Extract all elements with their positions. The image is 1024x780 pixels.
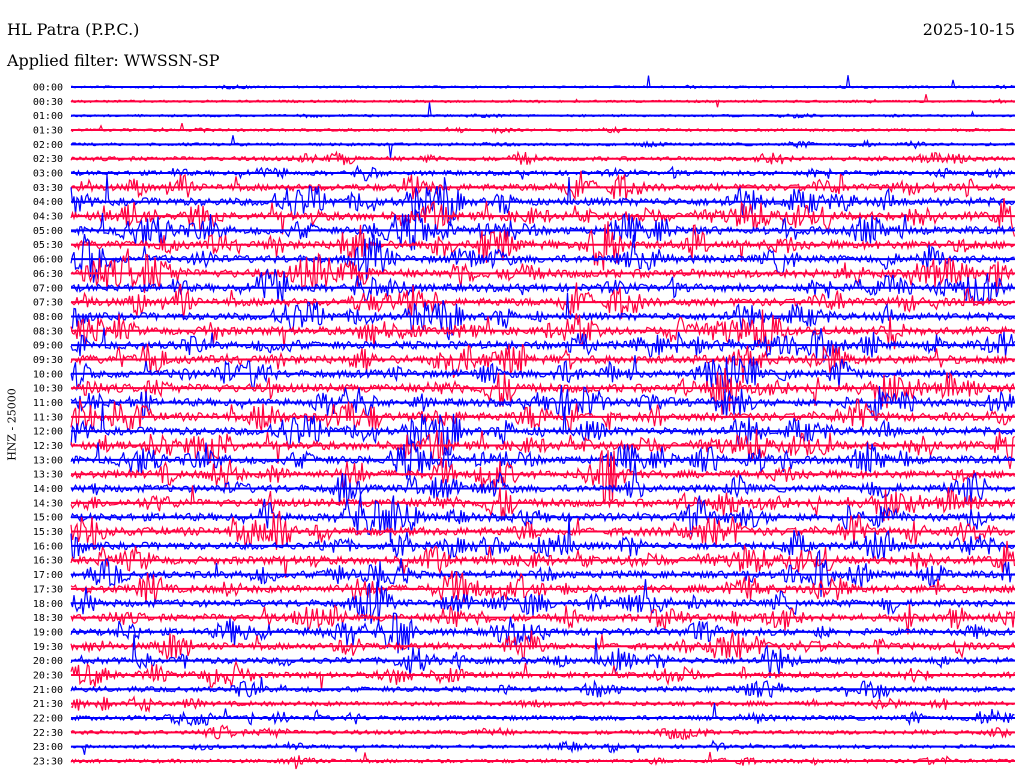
row-time-label: 02:00: [33, 140, 63, 151]
row-time-label: 00:30: [33, 97, 63, 108]
row-time-label: 13:30: [33, 470, 63, 481]
row-time-label: 14:30: [33, 498, 63, 509]
row-time-label: 20:00: [33, 656, 63, 667]
seismic-trace: [70, 292, 1016, 341]
row-time-label: 05:30: [33, 240, 63, 251]
row-time-label: 02:30: [33, 154, 63, 165]
row-time-label: 15:30: [33, 527, 63, 538]
row-time-label: 13:00: [33, 455, 63, 466]
row-time-label: 12:00: [33, 427, 63, 438]
row-time-label: 21:00: [33, 685, 63, 696]
row-time-label: 08:30: [33, 326, 63, 337]
seismic-trace: [70, 135, 1015, 159]
seismic-trace: [70, 282, 1015, 320]
row-time-label: 17:30: [33, 584, 63, 595]
seismic-trace: [70, 429, 1015, 470]
row-time-label: 12:30: [33, 441, 63, 452]
seismic-trace: [70, 233, 1015, 283]
seismic-trace: [70, 170, 1015, 201]
row-time-label: 09:00: [33, 341, 63, 352]
row-time-label: 03:00: [33, 169, 63, 180]
row-time-label: 03:30: [33, 183, 63, 194]
row-time-label: 06:00: [33, 255, 63, 266]
seismic-trace: [70, 630, 1016, 660]
seismic-trace: [70, 398, 1015, 433]
row-time-label: 21:30: [33, 699, 63, 710]
seismic-trace: [70, 739, 1015, 755]
seismic-trace: [70, 438, 1016, 480]
seismic-trace: [70, 677, 1015, 700]
seismic-trace: [70, 603, 1016, 635]
row-time-label: 04:00: [33, 197, 63, 208]
row-time-label: 01:30: [33, 126, 63, 137]
row-time-label: 23:30: [33, 757, 63, 768]
seismic-trace: [70, 634, 1015, 678]
seismic-trace: [70, 122, 1015, 135]
row-time-label: 09:30: [33, 355, 63, 366]
row-time-label: 06:30: [33, 269, 63, 280]
seismic-trace: [70, 510, 1015, 551]
row-time-label: 18:30: [33, 613, 63, 624]
filter-label: Applied filter: WWSSN-SP: [7, 51, 220, 70]
row-time-label: 04:30: [33, 212, 63, 223]
row-time-label: 20:30: [33, 670, 63, 681]
row-time-label: 19:00: [33, 627, 63, 638]
row-time-label: 05:00: [33, 226, 63, 237]
row-time-label: 00:00: [33, 83, 63, 94]
row-time-label: 11:00: [33, 398, 63, 409]
row-time-label: 19:30: [33, 642, 63, 653]
row-time-label: 22:00: [33, 713, 63, 724]
row-time-label: 07:30: [33, 298, 63, 309]
seismic-trace: [70, 549, 1015, 597]
row-time-label: 16:30: [33, 556, 63, 567]
row-time-label: 17:00: [33, 570, 63, 581]
row-time-label: 01:00: [33, 111, 63, 122]
seismic-trace: [70, 703, 1015, 727]
row-time-label: 16:00: [33, 541, 63, 552]
row-time-label: 08:00: [33, 312, 63, 323]
row-time-label: 23:00: [33, 742, 63, 753]
row-time-label: 10:00: [33, 369, 63, 380]
row-time-label: 15:00: [33, 513, 63, 524]
seismic-trace: [70, 579, 1015, 625]
seismic-trace: [70, 570, 1016, 605]
row-time-label: 18:00: [33, 599, 63, 610]
row-time-label: 11:30: [33, 412, 63, 423]
station-title: HL Patra (P.P.C.): [7, 20, 140, 39]
seismic-trace: [70, 367, 1016, 415]
row-time-label: 10:30: [33, 384, 63, 395]
seismic-trace: [70, 355, 1015, 394]
row-time-label: 07:00: [33, 283, 63, 294]
row-time-label: 14:00: [33, 484, 63, 495]
date-label: 2025-10-15: [922, 20, 1015, 39]
row-time-label: 22:30: [33, 728, 63, 739]
